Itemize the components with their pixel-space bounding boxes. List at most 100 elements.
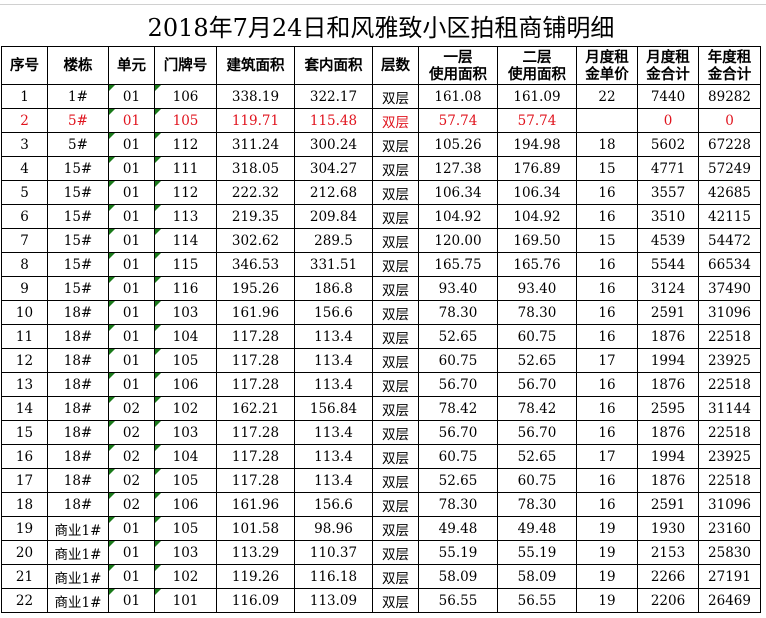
cell-building[interactable]: 5# [47, 132, 109, 157]
cell-monthly-rent[interactable]: 2266 [637, 564, 699, 589]
cell-building-area[interactable]: 311.24 [216, 132, 295, 157]
cell-unit[interactable]: 01 [108, 324, 155, 349]
cell-annual-rent[interactable]: 42115 [698, 204, 761, 229]
cell-floor2-area[interactable]: 60.75 [497, 324, 577, 349]
cell-floors[interactable]: 双层 [372, 252, 419, 277]
cell-building-area[interactable]: 119.26 [216, 564, 295, 589]
cell-building-area[interactable]: 338.19 [216, 84, 295, 109]
cell-door-number[interactable]: 113 [154, 204, 217, 229]
cell-door-number[interactable]: 111 [154, 156, 217, 181]
cell-building[interactable]: 15# [47, 204, 109, 229]
cell-monthly-rent[interactable]: 5544 [637, 252, 699, 277]
cell-inner-area[interactable]: 115.48 [294, 108, 373, 133]
cell-floor2-area[interactable]: 56.55 [497, 588, 577, 613]
cell-seq[interactable]: 4 [1, 156, 48, 181]
cell-monthly-rent[interactable]: 4771 [637, 156, 699, 181]
cell-inner-area[interactable]: 209.84 [294, 204, 373, 229]
cell-floor2-area[interactable]: 49.48 [497, 516, 577, 541]
cell-floor1-area[interactable]: 56.70 [418, 372, 498, 397]
cell-annual-rent[interactable]: 37490 [698, 276, 761, 301]
header-unit[interactable]: 单元 [108, 46, 155, 85]
cell-inner-area[interactable]: 113.4 [294, 324, 373, 349]
cell-floors[interactable]: 双层 [372, 588, 419, 613]
cell-floor2-area[interactable]: 78.30 [497, 492, 577, 517]
cell-floor1-area[interactable]: 52.65 [418, 468, 498, 493]
cell-door-number[interactable]: 104 [154, 324, 217, 349]
cell-monthly-rent[interactable]: 1876 [637, 420, 699, 445]
cell-unit-rent[interactable]: 16 [576, 492, 638, 517]
cell-door-number[interactable]: 103 [154, 300, 217, 325]
cell-door-number[interactable]: 105 [154, 516, 217, 541]
cell-building[interactable]: 18# [47, 492, 109, 517]
cell-unit-rent[interactable]: 15 [576, 228, 638, 253]
cell-seq[interactable]: 12 [1, 348, 48, 373]
cell-unit-rent[interactable]: 16 [576, 300, 638, 325]
cell-building[interactable]: 15# [47, 228, 109, 253]
cell-unit-rent[interactable] [576, 108, 638, 133]
cell-floors[interactable]: 双层 [372, 516, 419, 541]
cell-floors[interactable]: 双层 [372, 180, 419, 205]
cell-seq[interactable]: 3 [1, 132, 48, 157]
cell-door-number[interactable]: 116 [154, 276, 217, 301]
cell-unit-rent[interactable]: 16 [576, 324, 638, 349]
cell-annual-rent[interactable]: 89282 [698, 84, 761, 109]
cell-floor1-area[interactable]: 161.08 [418, 84, 498, 109]
cell-door-number[interactable]: 112 [154, 180, 217, 205]
header-floors[interactable]: 层数 [372, 46, 419, 85]
cell-floor2-area[interactable]: 55.19 [497, 540, 577, 565]
cell-floor2-area[interactable]: 60.75 [497, 468, 577, 493]
cell-inner-area[interactable]: 156.6 [294, 492, 373, 517]
cell-monthly-rent[interactable]: 5602 [637, 132, 699, 157]
cell-floors[interactable]: 双层 [372, 228, 419, 253]
cell-floors[interactable]: 双层 [372, 324, 419, 349]
cell-seq[interactable]: 1 [1, 84, 48, 109]
header-inner-area[interactable]: 套内面积 [294, 46, 373, 85]
cell-seq[interactable]: 19 [1, 516, 48, 541]
cell-floor2-area[interactable]: 57.74 [497, 108, 577, 133]
cell-door-number[interactable]: 105 [154, 348, 217, 373]
cell-floors[interactable]: 双层 [372, 540, 419, 565]
cell-floor2-area[interactable]: 56.70 [497, 372, 577, 397]
cell-seq[interactable]: 17 [1, 468, 48, 493]
cell-inner-area[interactable]: 113.4 [294, 444, 373, 469]
header-annual-rent[interactable]: 年度租 金合计 [698, 46, 761, 85]
cell-floor1-area[interactable]: 49.48 [418, 516, 498, 541]
cell-monthly-rent[interactable]: 1876 [637, 372, 699, 397]
cell-annual-rent[interactable]: 23925 [698, 348, 761, 373]
cell-unit[interactable]: 02 [108, 420, 155, 445]
cell-floors[interactable]: 双层 [372, 372, 419, 397]
cell-seq[interactable]: 20 [1, 540, 48, 565]
cell-annual-rent[interactable]: 31096 [698, 300, 761, 325]
cell-unit-rent[interactable]: 16 [576, 204, 638, 229]
cell-seq[interactable]: 2 [1, 108, 48, 133]
cell-floor1-area[interactable]: 78.42 [418, 396, 498, 421]
cell-floor2-area[interactable]: 78.42 [497, 396, 577, 421]
header-floor2-area[interactable]: 二层 使用面积 [497, 46, 577, 85]
cell-door-number[interactable]: 105 [154, 108, 217, 133]
cell-unit-rent[interactable]: 22 [576, 84, 638, 109]
cell-annual-rent[interactable]: 42685 [698, 180, 761, 205]
cell-door-number[interactable]: 115 [154, 252, 217, 277]
cell-inner-area[interactable]: 156.84 [294, 396, 373, 421]
cell-building[interactable]: 商业1# [47, 516, 109, 541]
header-seq[interactable]: 序号 [1, 46, 48, 85]
cell-unit[interactable]: 01 [108, 108, 155, 133]
cell-floor2-area[interactable]: 78.30 [497, 300, 577, 325]
cell-annual-rent[interactable]: 67228 [698, 132, 761, 157]
cell-annual-rent[interactable]: 54472 [698, 228, 761, 253]
cell-floor2-area[interactable]: 194.98 [497, 132, 577, 157]
cell-building-area[interactable]: 161.96 [216, 300, 295, 325]
cell-floor2-area[interactable]: 104.92 [497, 204, 577, 229]
cell-floor2-area[interactable]: 106.34 [497, 180, 577, 205]
cell-inner-area[interactable]: 322.17 [294, 84, 373, 109]
cell-building[interactable]: 18# [47, 444, 109, 469]
cell-door-number[interactable]: 106 [154, 84, 217, 109]
cell-floor2-area[interactable]: 169.50 [497, 228, 577, 253]
cell-building-area[interactable]: 117.28 [216, 420, 295, 445]
cell-building[interactable]: 18# [47, 420, 109, 445]
cell-monthly-rent[interactable]: 0 [637, 108, 699, 133]
header-unit-rent[interactable]: 月度租 金单价 [576, 46, 638, 85]
cell-unit-rent[interactable]: 16 [576, 372, 638, 397]
cell-unit[interactable]: 01 [108, 516, 155, 541]
cell-unit-rent[interactable]: 19 [576, 516, 638, 541]
